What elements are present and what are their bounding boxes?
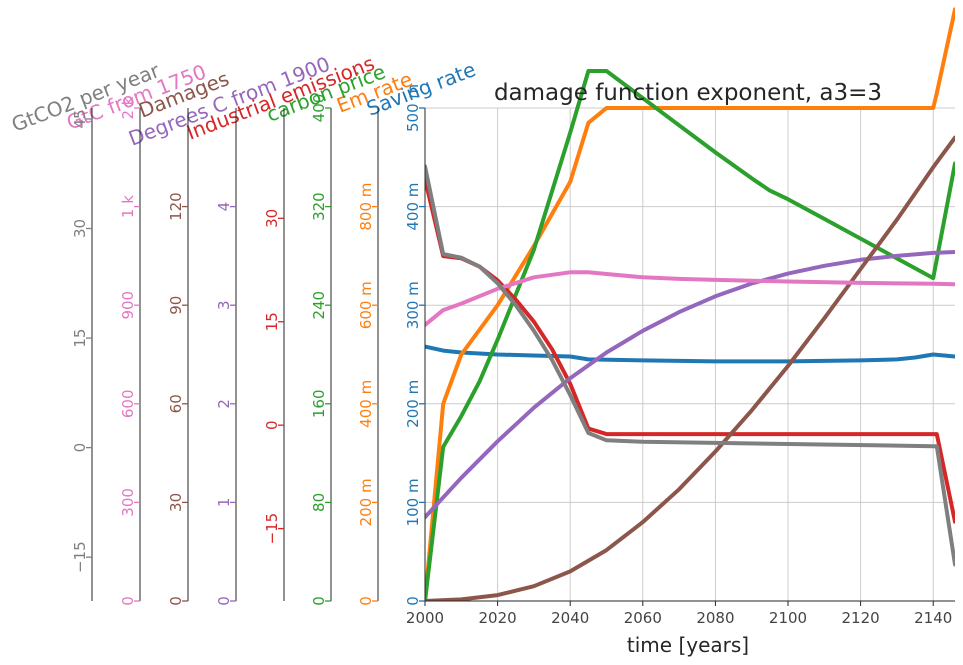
plot-area <box>425 7 955 601</box>
series-line-damages <box>425 135 955 601</box>
y-tick-label: 100 m <box>404 478 422 526</box>
y-tick-label: 500 m <box>404 84 422 132</box>
y-tick-label: 80 <box>310 493 328 512</box>
y-tick-label: 3 <box>215 300 233 310</box>
y-tick-label: 300 m <box>404 281 422 329</box>
series-line-em-rate <box>425 7 955 601</box>
series-line-saving-rate <box>425 344 955 364</box>
x-tick-label: 2120 <box>842 609 880 627</box>
chart-title: damage function exponent, a3=3 <box>494 80 882 106</box>
y-tick-label: 0 <box>404 596 422 606</box>
y-tick-label: 400 m <box>357 380 375 428</box>
y-tick-label: 0 <box>119 596 137 606</box>
y-tick-label: −15 <box>263 513 281 545</box>
y-tick-label: 800 m <box>357 183 375 231</box>
y-tick-label: 0 <box>357 596 375 606</box>
y-tick-label: 160 <box>310 389 328 418</box>
y-tick-label: 240 <box>310 291 328 320</box>
series-line-degrees-c-from-1900 <box>425 250 955 520</box>
x-tick-label: 2080 <box>696 609 734 627</box>
x-tick-label: 2020 <box>479 609 517 627</box>
y-tick-label: 300 <box>119 488 137 517</box>
x-axis-label: time [years] <box>627 633 749 657</box>
y-tick-label: 90 <box>167 296 185 315</box>
y-tick-label: 1 k <box>119 195 137 218</box>
y-tick-label: 0 <box>71 443 89 453</box>
y-tick-label: 30 <box>263 209 281 228</box>
y-tick-label: 0 <box>263 420 281 430</box>
y-tick-label: −15 <box>71 541 89 573</box>
y-tick-label: 400 <box>310 94 328 123</box>
x-tick-label: 2140 <box>914 609 952 627</box>
y-tick-label: 900 <box>119 291 137 320</box>
y-tick-label: 60 <box>167 394 185 413</box>
y-tick-label: 200 m <box>404 380 422 428</box>
y-tick-label: 600 <box>119 389 137 418</box>
series-line-carbon-price <box>425 69 955 601</box>
series-line-industrial-emissions <box>425 177 955 524</box>
series-line-gtc-from-1750 <box>425 270 955 327</box>
y-tick-label: 45 <box>71 109 89 128</box>
series-line-gtco2-per-year <box>425 164 955 567</box>
x-tick-label: 2000 <box>406 609 444 627</box>
y-tick-label: 600 m <box>357 281 375 329</box>
y-tick-label: 2 k <box>119 96 137 119</box>
y-tick-label: 4 <box>215 202 233 212</box>
y-tick-label: 0 <box>310 596 328 606</box>
y-tick-label: 0 <box>167 596 185 606</box>
x-tick-label: 2060 <box>624 609 662 627</box>
y-tick-label: 1 <box>215 498 233 508</box>
y-tick-label: 30 <box>71 219 89 238</box>
y-tick-label: 200 m <box>357 478 375 526</box>
y-tick-label: 15 <box>71 329 89 348</box>
x-axis: 2000 2020 2040 2060 2080 2100 2120 2140 <box>406 600 955 627</box>
x-tick-label: 2100 <box>769 609 807 627</box>
x-tick-label: 2040 <box>551 609 589 627</box>
y-tick-label: 120 <box>167 192 185 221</box>
y-tick-label: 2 <box>215 399 233 409</box>
y-tick-label: 30 <box>167 493 185 512</box>
y-tick-label: 15 <box>263 312 281 331</box>
y-tick-label: 0 <box>215 596 233 606</box>
y-tick-label: 320 <box>310 192 328 221</box>
y-tick-label: 400 m <box>404 183 422 231</box>
